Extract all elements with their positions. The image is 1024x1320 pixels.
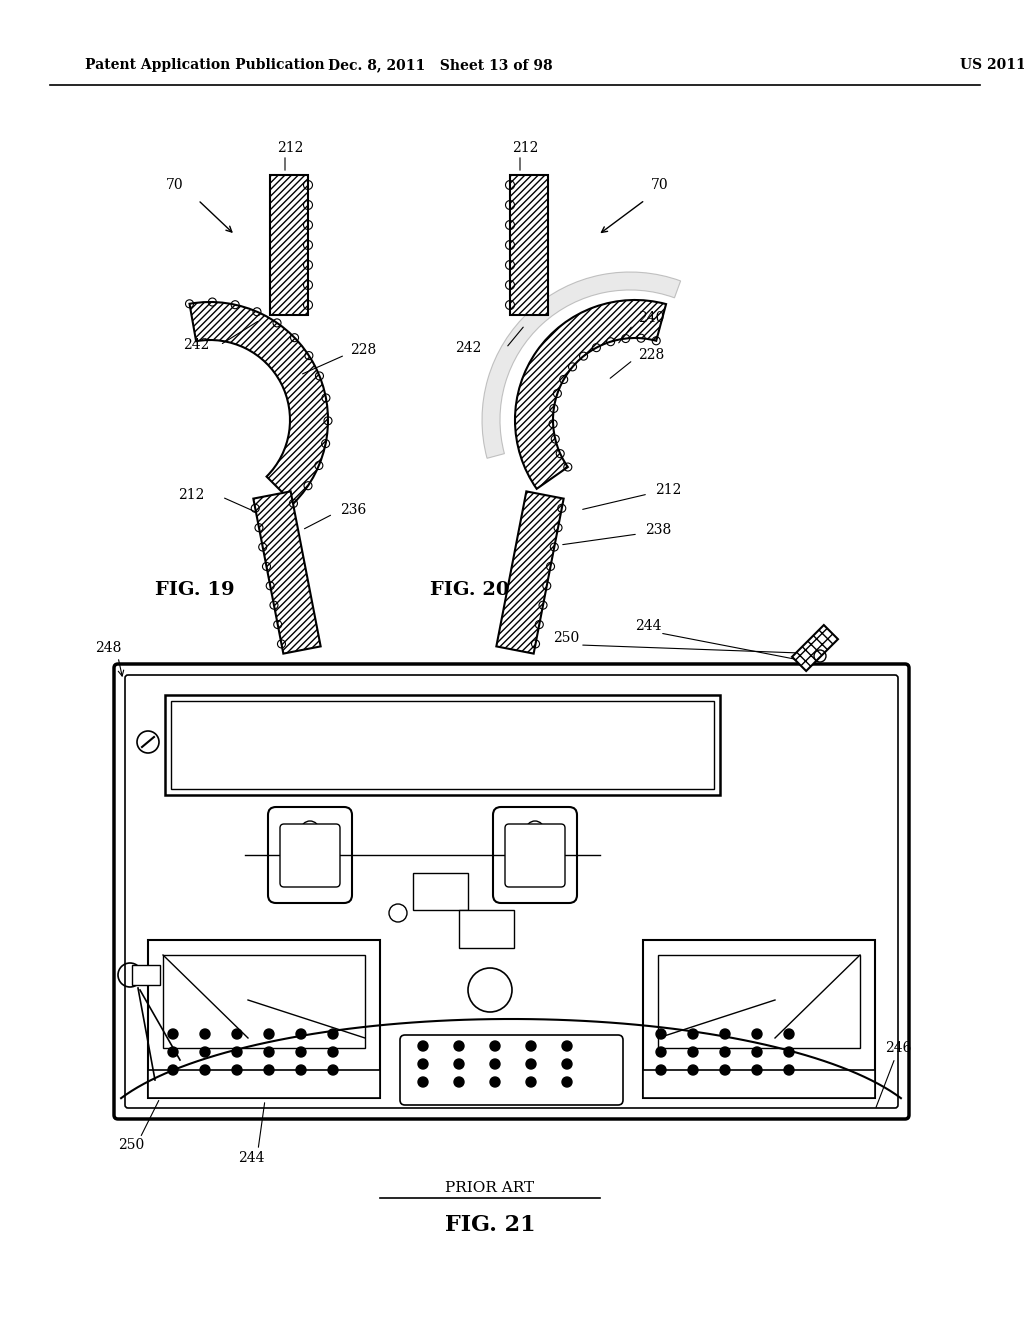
Text: US 2011/0299699 A1: US 2011/0299699 A1 bbox=[961, 58, 1024, 73]
Text: 244: 244 bbox=[635, 619, 662, 634]
Circle shape bbox=[296, 1065, 306, 1074]
FancyBboxPatch shape bbox=[493, 807, 577, 903]
Wedge shape bbox=[482, 272, 681, 458]
Polygon shape bbox=[270, 176, 308, 315]
Circle shape bbox=[264, 1047, 274, 1057]
Text: 250: 250 bbox=[553, 631, 580, 645]
Text: FIG. 19: FIG. 19 bbox=[155, 581, 234, 599]
Bar bbox=[459, 909, 514, 948]
Circle shape bbox=[784, 1065, 794, 1074]
Text: 212: 212 bbox=[655, 483, 681, 498]
Circle shape bbox=[200, 1030, 210, 1039]
Text: 240: 240 bbox=[638, 312, 665, 325]
Circle shape bbox=[656, 1047, 666, 1057]
FancyBboxPatch shape bbox=[505, 824, 565, 887]
FancyBboxPatch shape bbox=[268, 807, 352, 903]
Bar bbox=[132, 965, 160, 985]
Circle shape bbox=[526, 1041, 536, 1051]
Circle shape bbox=[688, 1065, 698, 1074]
Polygon shape bbox=[497, 491, 563, 653]
Text: 228: 228 bbox=[350, 343, 376, 356]
Bar bbox=[165, 696, 720, 795]
Text: 228: 228 bbox=[638, 348, 665, 362]
FancyBboxPatch shape bbox=[400, 1035, 623, 1105]
Circle shape bbox=[232, 1030, 242, 1039]
Circle shape bbox=[454, 1077, 464, 1086]
Bar bbox=[163, 954, 365, 1048]
Circle shape bbox=[562, 1041, 572, 1051]
Circle shape bbox=[328, 1065, 338, 1074]
Text: 246: 246 bbox=[885, 1041, 911, 1055]
Circle shape bbox=[490, 1077, 500, 1086]
Polygon shape bbox=[253, 491, 321, 653]
Circle shape bbox=[562, 1059, 572, 1069]
Polygon shape bbox=[792, 624, 838, 671]
Circle shape bbox=[752, 1065, 762, 1074]
Circle shape bbox=[720, 1030, 730, 1039]
Circle shape bbox=[526, 1059, 536, 1069]
Text: 212: 212 bbox=[512, 141, 539, 154]
Circle shape bbox=[656, 1030, 666, 1039]
Bar bbox=[148, 940, 380, 1098]
Text: 250: 250 bbox=[118, 1138, 144, 1152]
Circle shape bbox=[200, 1065, 210, 1074]
Circle shape bbox=[688, 1030, 698, 1039]
Circle shape bbox=[526, 1077, 536, 1086]
Circle shape bbox=[328, 1030, 338, 1039]
Circle shape bbox=[784, 1030, 794, 1039]
Text: Patent Application Publication: Patent Application Publication bbox=[85, 58, 325, 73]
Circle shape bbox=[264, 1065, 274, 1074]
FancyBboxPatch shape bbox=[280, 824, 340, 887]
Circle shape bbox=[200, 1047, 210, 1057]
Text: 244: 244 bbox=[238, 1151, 264, 1166]
Circle shape bbox=[328, 1047, 338, 1057]
Circle shape bbox=[562, 1077, 572, 1086]
Circle shape bbox=[232, 1065, 242, 1074]
Polygon shape bbox=[510, 176, 548, 315]
FancyBboxPatch shape bbox=[114, 664, 909, 1119]
Text: 212: 212 bbox=[178, 488, 205, 502]
Circle shape bbox=[454, 1041, 464, 1051]
Text: FIG. 21: FIG. 21 bbox=[444, 1214, 536, 1236]
Wedge shape bbox=[515, 300, 666, 488]
Text: 242: 242 bbox=[183, 338, 209, 352]
Circle shape bbox=[296, 1030, 306, 1039]
Circle shape bbox=[418, 1077, 428, 1086]
Circle shape bbox=[688, 1047, 698, 1057]
Wedge shape bbox=[189, 302, 328, 503]
Circle shape bbox=[168, 1030, 178, 1039]
Bar bbox=[658, 954, 860, 1048]
Bar bbox=[148, 1071, 380, 1098]
Text: 242: 242 bbox=[455, 341, 481, 355]
Circle shape bbox=[720, 1065, 730, 1074]
Text: 212: 212 bbox=[276, 141, 303, 154]
Circle shape bbox=[168, 1047, 178, 1057]
Circle shape bbox=[752, 1030, 762, 1039]
Circle shape bbox=[418, 1041, 428, 1051]
Text: FIG. 20: FIG. 20 bbox=[430, 581, 509, 599]
Circle shape bbox=[418, 1059, 428, 1069]
Circle shape bbox=[264, 1030, 274, 1039]
Text: 70: 70 bbox=[651, 178, 669, 191]
Bar bbox=[171, 701, 714, 789]
Circle shape bbox=[296, 1047, 306, 1057]
Text: 236: 236 bbox=[340, 503, 367, 517]
Text: PRIOR ART: PRIOR ART bbox=[445, 1181, 535, 1195]
Text: 238: 238 bbox=[645, 523, 672, 537]
Text: Dec. 8, 2011   Sheet 13 of 98: Dec. 8, 2011 Sheet 13 of 98 bbox=[328, 58, 552, 73]
Circle shape bbox=[490, 1059, 500, 1069]
Circle shape bbox=[656, 1065, 666, 1074]
Circle shape bbox=[232, 1047, 242, 1057]
Text: 70: 70 bbox=[166, 178, 184, 191]
Circle shape bbox=[784, 1047, 794, 1057]
Circle shape bbox=[752, 1047, 762, 1057]
Bar bbox=[413, 873, 468, 909]
Circle shape bbox=[490, 1041, 500, 1051]
Bar bbox=[643, 940, 874, 1098]
Circle shape bbox=[720, 1047, 730, 1057]
Circle shape bbox=[168, 1065, 178, 1074]
Text: 248: 248 bbox=[95, 642, 122, 655]
Circle shape bbox=[454, 1059, 464, 1069]
Bar bbox=[643, 1071, 874, 1098]
